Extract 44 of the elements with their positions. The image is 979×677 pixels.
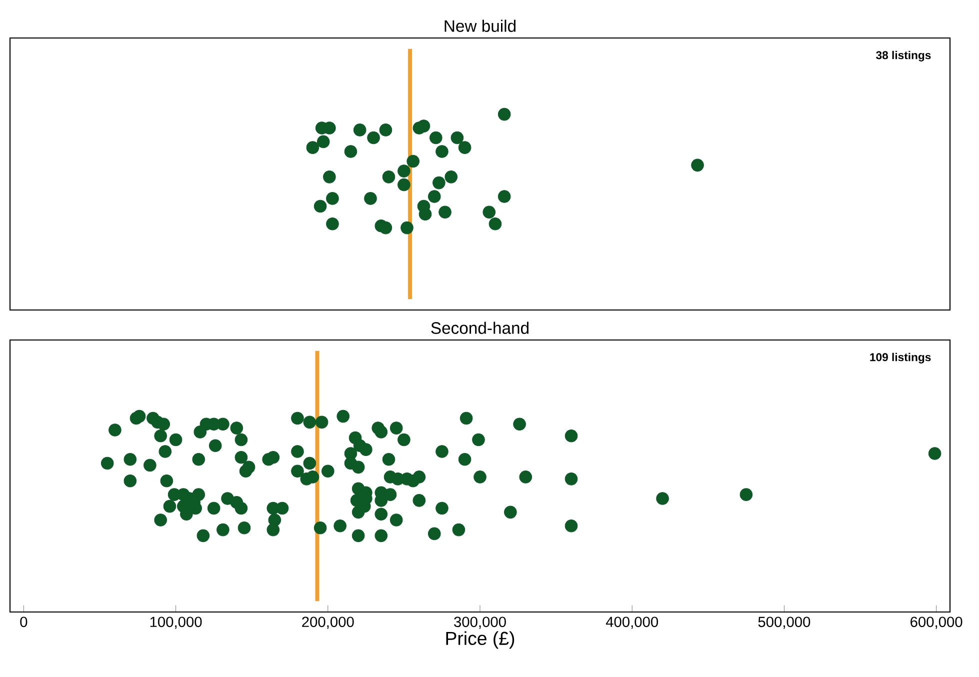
point (382, 170, 396, 184)
point (498, 108, 511, 121)
point (417, 120, 430, 132)
point (418, 208, 432, 221)
x-axis-title: Price (£) (446, 631, 514, 649)
point (326, 192, 339, 205)
point (398, 164, 410, 178)
x-tick-label: 0 (20, 616, 28, 628)
point (367, 131, 380, 144)
x-tick-label: 600,000 (910, 616, 962, 629)
point (436, 145, 448, 158)
point (498, 190, 511, 203)
point (379, 124, 392, 136)
chart-title: Second-hand (431, 322, 528, 334)
x-tick-label: 400,000 (606, 616, 658, 629)
point (353, 124, 366, 136)
point (488, 217, 502, 230)
point (428, 190, 441, 203)
point (406, 154, 420, 168)
text: 38 listings (876, 50, 931, 62)
point (400, 221, 414, 234)
point (344, 145, 358, 158)
point (379, 221, 392, 234)
text: 109 listings (870, 352, 931, 364)
x-tick-label: 300,000 (454, 616, 506, 629)
x-tick-label: 200,000 (302, 616, 354, 629)
point (316, 135, 330, 148)
point (323, 170, 336, 184)
x-tick-label: 100,000 (150, 616, 202, 629)
point (314, 200, 327, 213)
point (306, 141, 320, 154)
point (398, 178, 410, 192)
point (450, 131, 464, 144)
point (438, 206, 452, 219)
point (458, 141, 472, 154)
point (429, 131, 442, 144)
point (444, 170, 458, 184)
chart-title: New build (444, 20, 516, 32)
point (326, 217, 339, 230)
point (364, 192, 377, 205)
point (432, 176, 446, 190)
point (482, 206, 496, 219)
x-tick-label: 500,000 (758, 616, 810, 629)
point (691, 158, 704, 172)
